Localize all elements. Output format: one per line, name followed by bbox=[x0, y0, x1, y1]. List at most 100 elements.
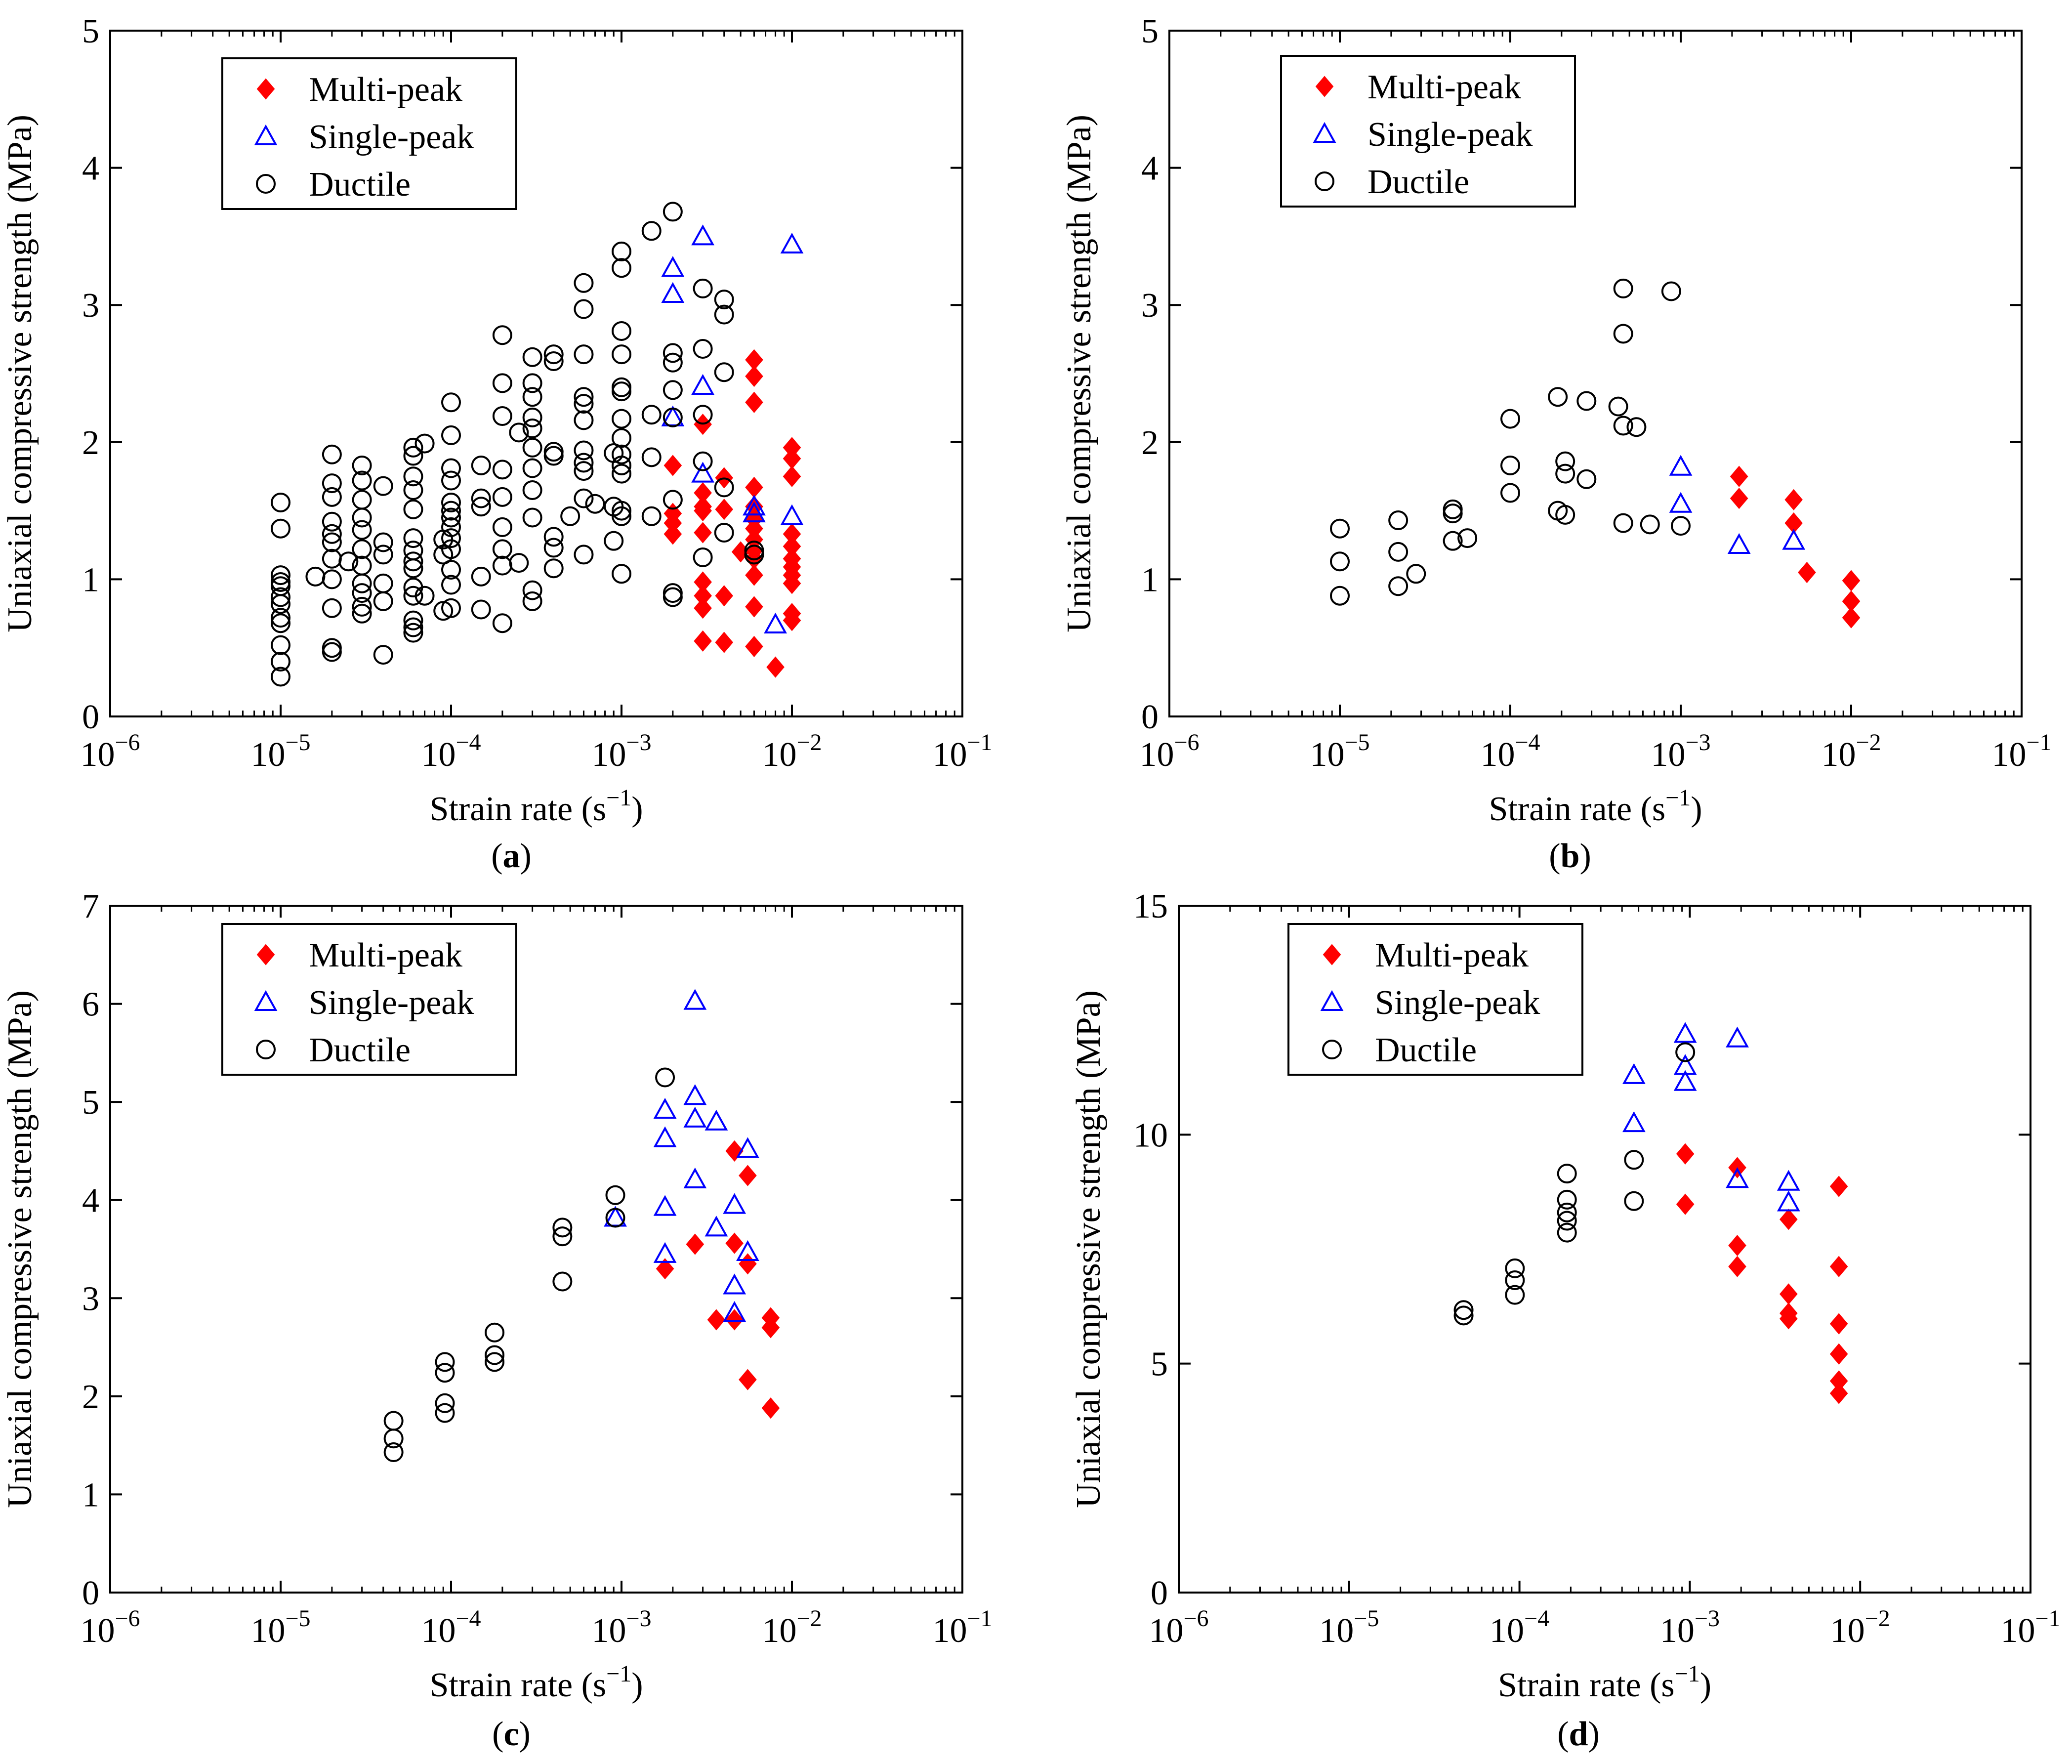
data-point-circle bbox=[543, 558, 564, 579]
data-point-triangle bbox=[653, 1195, 677, 1216]
y-tick-label: 5 bbox=[82, 1084, 99, 1122]
y-tick-label: 0 bbox=[1141, 698, 1159, 736]
data-point-circle bbox=[485, 1345, 505, 1365]
y-axis-label: Uniaxial compressive strength (MPa) bbox=[1, 990, 39, 1508]
data-point-circle bbox=[612, 444, 631, 464]
panel-caption: (b) bbox=[1549, 837, 1591, 875]
legend-box bbox=[221, 57, 517, 210]
data-point-circle bbox=[492, 373, 512, 393]
data-point-diamond bbox=[766, 656, 785, 678]
data-point-triangle bbox=[723, 1301, 746, 1322]
data-point-circle bbox=[322, 511, 342, 532]
data-point-circle bbox=[485, 1352, 505, 1372]
data-point-circle bbox=[605, 1208, 625, 1228]
data-point-triangle bbox=[1726, 1167, 1749, 1188]
data-point-circle bbox=[509, 422, 529, 443]
x-tick-label: 10−4 bbox=[421, 1605, 481, 1650]
data-point-circle bbox=[612, 506, 631, 526]
data-point-circle bbox=[373, 532, 393, 552]
series-ductile bbox=[1453, 1042, 1696, 1326]
data-point-circle bbox=[441, 492, 461, 512]
x-tick-label: 10−6 bbox=[1149, 1605, 1208, 1650]
data-point-circle bbox=[1624, 1191, 1644, 1211]
legend-marker-triangle bbox=[254, 124, 278, 145]
data-point-circle bbox=[373, 591, 393, 611]
data-point-circle bbox=[693, 339, 713, 359]
data-point-circle bbox=[471, 455, 491, 475]
data-point-circle bbox=[574, 387, 594, 407]
data-point-circle bbox=[612, 409, 631, 429]
data-point-circle bbox=[352, 520, 372, 540]
x-axis-label: Strain rate (s−1) bbox=[429, 1661, 643, 1704]
data-point-circle bbox=[352, 455, 372, 475]
legend-marker-diamond bbox=[256, 944, 275, 966]
data-point-circle bbox=[663, 343, 683, 363]
data-point-triangle bbox=[1669, 492, 1693, 513]
data-point-circle bbox=[522, 387, 542, 407]
data-point-triangle bbox=[653, 1126, 677, 1147]
x-tick-label: 10−2 bbox=[762, 1605, 822, 1650]
data-point-circle bbox=[441, 501, 461, 521]
data-point-circle bbox=[1555, 451, 1575, 471]
data-point-diamond bbox=[1842, 570, 1861, 591]
data-point-triangle bbox=[704, 1216, 728, 1237]
data-point-circle bbox=[403, 499, 423, 519]
legend-box bbox=[1280, 55, 1576, 208]
data-point-diamond bbox=[1842, 607, 1861, 629]
data-point-circle bbox=[403, 541, 423, 561]
legend-label: Multi-peak bbox=[309, 936, 462, 974]
data-point-diamond bbox=[1784, 489, 1803, 510]
data-point-triangle bbox=[723, 1193, 746, 1214]
data-point-circle bbox=[271, 594, 290, 614]
data-point-circle bbox=[492, 517, 512, 537]
data-point-triangle bbox=[661, 256, 685, 277]
data-point-circle bbox=[744, 545, 764, 565]
data-point-circle bbox=[322, 598, 342, 618]
legend-marker-circle bbox=[256, 1040, 276, 1059]
data-point-circle bbox=[1330, 551, 1350, 572]
data-point-circle bbox=[663, 587, 683, 607]
data-point-circle bbox=[1555, 463, 1575, 484]
series-multi-peak bbox=[1730, 465, 1861, 629]
data-point-diamond bbox=[783, 610, 801, 631]
data-point-circle bbox=[1330, 586, 1350, 606]
data-point-circle bbox=[1613, 513, 1633, 533]
data-point-circle bbox=[543, 351, 564, 372]
data-point-circle bbox=[574, 545, 594, 565]
data-point-circle bbox=[574, 394, 594, 414]
x-tick-label: 10−6 bbox=[1139, 729, 1199, 774]
data-point-circle bbox=[373, 645, 393, 665]
legend-label: Single-peak bbox=[309, 118, 474, 156]
x-axis-label: Strain rate (s−1) bbox=[429, 785, 643, 828]
y-tick-label: 2 bbox=[1141, 424, 1159, 462]
y-tick-label: 5 bbox=[82, 12, 99, 50]
data-point-diamond bbox=[1728, 1256, 1746, 1277]
data-point-triangle bbox=[723, 1273, 746, 1295]
data-point-circle bbox=[641, 506, 662, 526]
data-point-circle bbox=[1505, 1285, 1525, 1305]
data-point-circle bbox=[322, 444, 342, 464]
data-point-diamond bbox=[715, 631, 734, 653]
legend-label: Multi-peak bbox=[309, 71, 462, 109]
y-tick-label: 10 bbox=[1133, 1116, 1168, 1154]
data-point-circle bbox=[574, 488, 594, 508]
data-point-circle bbox=[693, 278, 713, 298]
data-point-circle bbox=[1453, 1305, 1474, 1326]
y-tick-label: 5 bbox=[1141, 12, 1159, 50]
data-point-circle bbox=[543, 446, 564, 466]
data-point-diamond bbox=[1779, 1209, 1798, 1230]
data-point-circle bbox=[522, 458, 542, 478]
data-point-circle bbox=[543, 442, 564, 462]
data-point-circle bbox=[1557, 1211, 1577, 1231]
data-point-circle bbox=[492, 460, 512, 480]
data-point-triangle bbox=[743, 495, 766, 516]
series-single-peak bbox=[604, 989, 759, 1322]
data-point-circle bbox=[492, 539, 512, 559]
data-point-circle bbox=[441, 392, 461, 413]
legend-label: Ductile bbox=[309, 166, 411, 204]
data-point-triangle bbox=[653, 1097, 677, 1119]
data-point-diamond bbox=[1829, 1256, 1848, 1277]
data-point-diamond bbox=[663, 523, 682, 545]
data-point-diamond bbox=[694, 500, 712, 522]
legend-marker-diamond bbox=[1323, 944, 1341, 966]
